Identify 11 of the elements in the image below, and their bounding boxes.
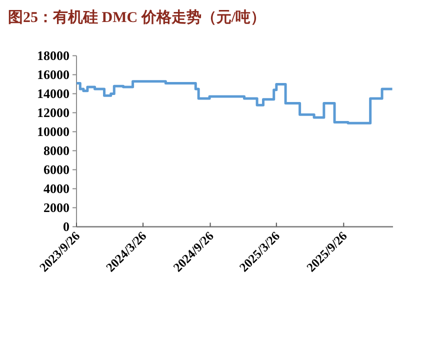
- y-tick-label: 6000: [44, 162, 70, 178]
- y-tick-label: 8000: [44, 143, 70, 158]
- chart-title: 图25：有机硅 DMC 价格走势（元/吨）: [8, 9, 266, 26]
- y-tick-label: 14000: [37, 86, 70, 102]
- y-tick-label: 10000: [37, 124, 70, 140]
- y-tick-label: 12000: [37, 105, 70, 120]
- y-tick-label: 2000: [44, 200, 70, 216]
- y-tick-label: 4000: [44, 181, 70, 196]
- y-tick-label: 0: [63, 219, 70, 234]
- y-tick-label: 18000: [37, 48, 70, 64]
- y-tick-label: 16000: [37, 67, 70, 82]
